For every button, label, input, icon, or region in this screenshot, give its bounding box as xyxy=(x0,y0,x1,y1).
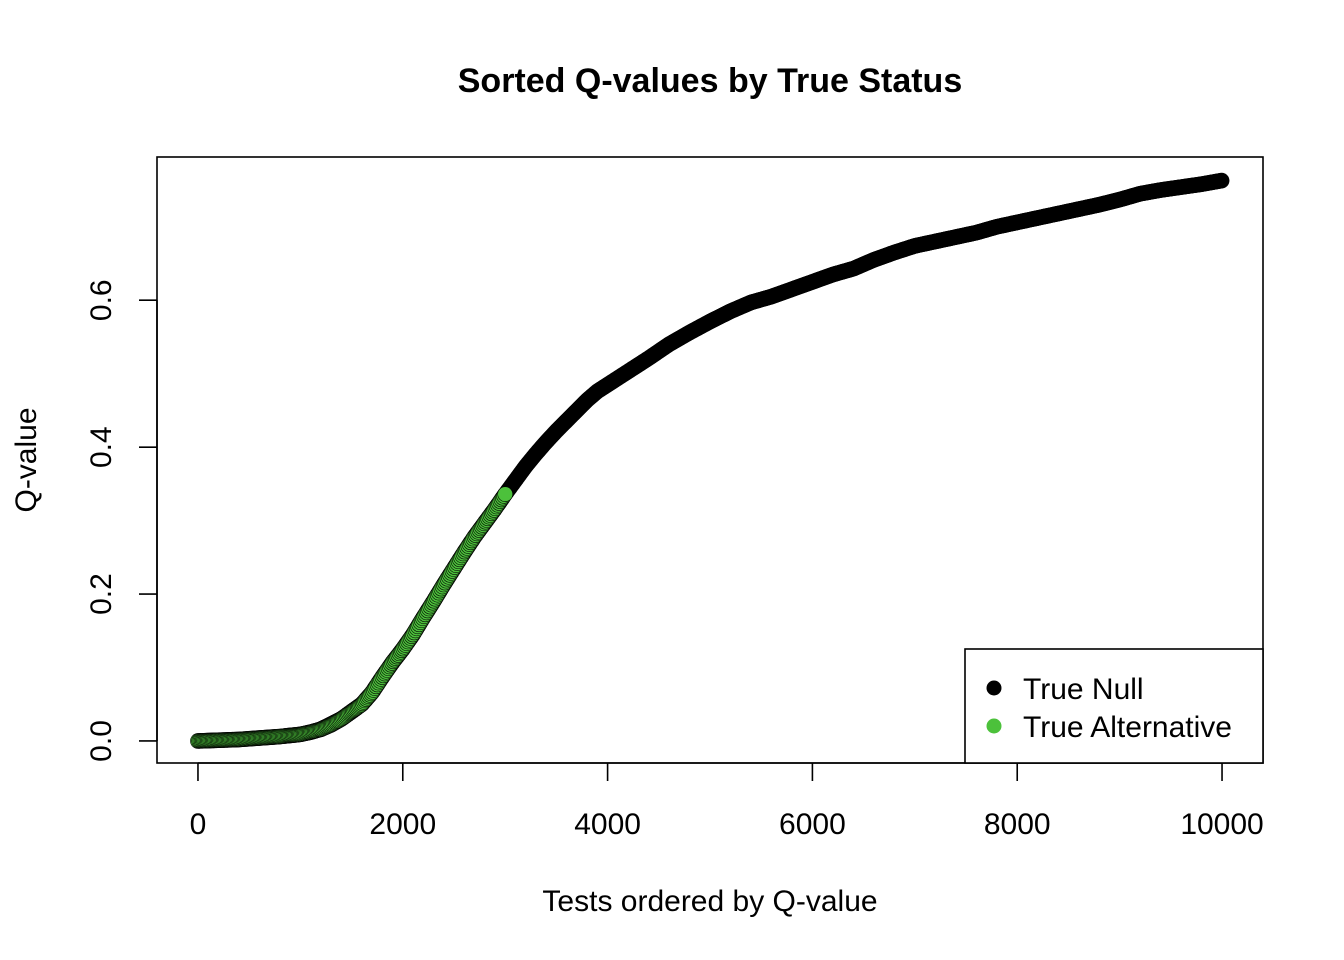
legend-marker-true-alternative xyxy=(986,718,1002,734)
legend: True Null True Alternative xyxy=(964,648,1264,764)
data-point xyxy=(1213,172,1230,189)
y-tick-label: 0.6 xyxy=(85,279,118,321)
chart-title: Sorted Q-values by True Status xyxy=(458,62,962,100)
points-layer xyxy=(190,172,1230,749)
legend-label-true-alternative: True Alternative xyxy=(1023,711,1232,744)
y-tick-label: 0.0 xyxy=(85,720,118,762)
y-axis-label: Q-value xyxy=(10,407,43,512)
y-tick-label: 0.4 xyxy=(85,426,118,468)
legend-marker-true-null xyxy=(986,680,1002,696)
x-tick-label: 10000 xyxy=(1180,808,1263,841)
series-true-alternative xyxy=(190,486,513,749)
legend-box xyxy=(964,648,1264,764)
x-tick-label: 8000 xyxy=(984,808,1051,841)
x-tick-label: 2000 xyxy=(369,808,436,841)
x-tick-label: 6000 xyxy=(779,808,846,841)
x-axis: 0 2000 4000 6000 8000 10000 xyxy=(190,762,1264,841)
y-tick-label: 0.2 xyxy=(85,573,118,615)
x-tick-label: 4000 xyxy=(574,808,641,841)
x-axis-label: Tests ordered by Q-value xyxy=(542,885,877,918)
x-tick-label: 0 xyxy=(190,808,207,841)
legend-label-true-null: True Null xyxy=(1023,673,1144,706)
y-axis: 0.0 0.2 0.4 0.6 xyxy=(85,279,158,762)
data-point xyxy=(497,486,513,502)
